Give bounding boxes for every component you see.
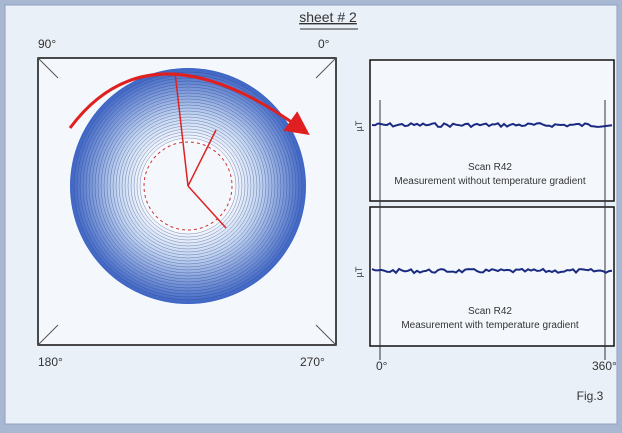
angle-label: 0°: [318, 37, 330, 51]
figure: sheet # 2 90° 0° 180° 270° µT µT Scan R4…: [0, 0, 622, 428]
axis-start: 0°: [376, 359, 388, 373]
angle-label: 270°: [300, 355, 325, 369]
scan-caption: Measurement without temperature gradient: [394, 176, 585, 187]
scan-title: Scan R42: [468, 306, 512, 317]
scan-title: Scan R42: [468, 162, 512, 173]
angle-label: 180°: [38, 355, 63, 369]
figure-label: Fig.3: [577, 389, 604, 403]
unit-label: µT: [354, 266, 364, 277]
angle-label: 90°: [38, 37, 56, 51]
unit-label: µT: [354, 120, 364, 131]
disk: [70, 68, 306, 304]
axis-end: 360°: [592, 359, 617, 373]
sheet-title: sheet # 2: [299, 9, 357, 25]
scan-caption: Measurement with temperature gradient: [401, 320, 579, 331]
